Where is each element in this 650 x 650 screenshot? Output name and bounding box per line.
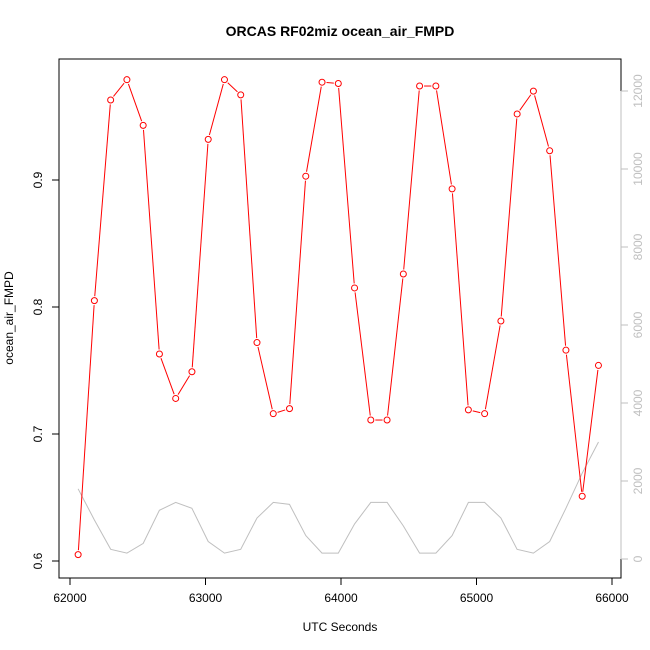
y-tick-label: 0.6 [31,552,45,569]
red-series-point [188,368,196,376]
y2-tick-label: 8000 [631,233,645,260]
red-series-segment [565,354,583,492]
red-series-point [139,121,147,129]
red-series-point [464,406,472,414]
red-series-segment [534,95,549,147]
red-series-segment [549,155,567,346]
red-series-point [399,270,407,278]
x-axis-label: UTC Seconds [303,620,378,634]
x-tick-label: 66000 [595,591,629,605]
x-tick-label: 65000 [460,591,494,605]
red-series-point [253,339,261,347]
red-series-point [90,297,98,305]
y2-tick-label: 10000 [631,152,645,186]
red-series-segment [94,104,111,297]
red-series-point [74,551,82,559]
red-series-segment [403,90,420,270]
red-series-point [237,91,245,99]
red-series-segment [289,180,306,405]
red-series-point [448,185,456,193]
red-series-segment [582,369,599,492]
red-series-segment [306,86,322,172]
red-series-point [172,394,180,402]
y2-tick-label: 2000 [631,467,645,494]
red-series-point [334,79,342,87]
red-series-point [546,147,554,155]
y-tick-label: 0.9 [31,171,45,188]
chart-title: ORCAS RF02miz ocean_air_FMPD [226,23,455,39]
red-series-segment [500,118,518,317]
x-tick-label: 62000 [53,591,87,605]
red-series-point [432,82,440,90]
red-series-segment [354,292,371,416]
plot-area [74,76,602,559]
x-tick-label: 63000 [189,591,223,605]
red-series-segment [257,346,273,410]
red-series-point [318,78,326,86]
y-tick-label: 0.7 [31,425,45,442]
red-series-segment [519,94,532,111]
red-series-segment [127,83,143,122]
y-tick-label: 0.8 [31,298,45,315]
axes: 62000 63000 64000 65000 66000 0.6 0.7 0.8 0.9 0 20… [31,74,645,605]
red-series-point [351,284,359,292]
red-series-point [367,416,375,424]
red-series-point [269,410,277,418]
red-series-point [529,87,537,95]
red-series-point [481,410,489,418]
red-series-segment [191,143,209,368]
red-series-segment [208,83,224,136]
red-series-point [513,110,521,118]
red-series-point [107,96,115,104]
red-series-point [383,416,391,424]
y2-tick-label: 6000 [631,311,645,338]
red-series-segment [338,87,355,284]
y2-tick-label: 4000 [631,389,645,416]
red-series-point [204,135,212,143]
red-series-segment [160,358,175,395]
red-series-point [286,405,294,413]
red-series-point [578,492,586,500]
gray-series-line [77,441,599,554]
red-series-segment [77,305,95,551]
y2-tick-label: 12000 [631,74,645,108]
red-series-segment [177,375,191,395]
red-series-segment [436,90,452,185]
red-series-segment [472,410,481,414]
red-series-segment [277,409,286,413]
red-series-point [416,82,424,90]
red-series-segment [484,325,501,410]
red-series-segment [326,82,334,84]
red-series-segment [227,82,238,93]
red-series-segment [451,193,469,406]
red-series-point [155,350,163,358]
red-series-segment [113,82,125,97]
red-series-point [594,361,602,369]
red-series-segment [387,278,404,416]
y2-tick-label: 0 [631,555,645,562]
red-series-point [302,172,310,180]
red-series-point [562,346,570,354]
red-series-segment [142,129,160,350]
red-series-point [220,76,228,84]
red-series-segment [240,99,258,339]
red-series-point [497,317,505,325]
y-axis-label: ocean_air_FMPD [2,271,16,365]
x-tick-label: 64000 [324,591,358,605]
red-series-point [123,76,131,84]
